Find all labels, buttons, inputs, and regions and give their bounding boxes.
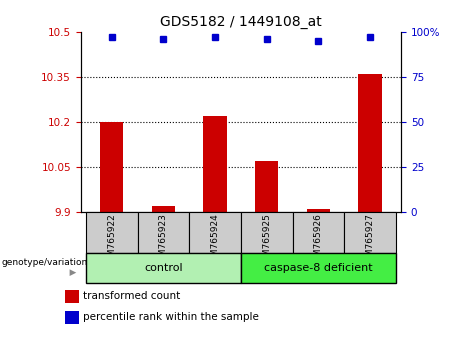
Bar: [255, 161, 278, 212]
Bar: [344, 212, 396, 253]
Bar: [359, 74, 382, 212]
Bar: [189, 212, 241, 253]
Text: GSM765923: GSM765923: [159, 213, 168, 268]
Text: transformed count: transformed count: [83, 291, 180, 301]
Text: caspase-8 deficient: caspase-8 deficient: [264, 263, 372, 273]
Text: percentile rank within the sample: percentile rank within the sample: [83, 312, 259, 322]
Text: control: control: [144, 263, 183, 273]
Bar: [137, 212, 189, 253]
Bar: [241, 212, 293, 253]
Text: GSM765922: GSM765922: [107, 213, 116, 268]
Text: genotype/variation: genotype/variation: [1, 258, 88, 267]
Bar: [307, 210, 330, 212]
Title: GDS5182 / 1449108_at: GDS5182 / 1449108_at: [160, 16, 322, 29]
Bar: [293, 212, 344, 253]
Bar: [65, 311, 79, 324]
Bar: [203, 116, 227, 212]
Bar: [86, 212, 137, 253]
Bar: [100, 122, 123, 212]
Bar: [152, 206, 175, 212]
Text: GSM765927: GSM765927: [366, 213, 375, 268]
Bar: [65, 290, 79, 303]
Text: GSM765924: GSM765924: [211, 213, 219, 268]
Bar: [241, 253, 396, 283]
Text: GSM765925: GSM765925: [262, 213, 271, 268]
Bar: [86, 253, 241, 283]
Text: GSM765926: GSM765926: [314, 213, 323, 268]
